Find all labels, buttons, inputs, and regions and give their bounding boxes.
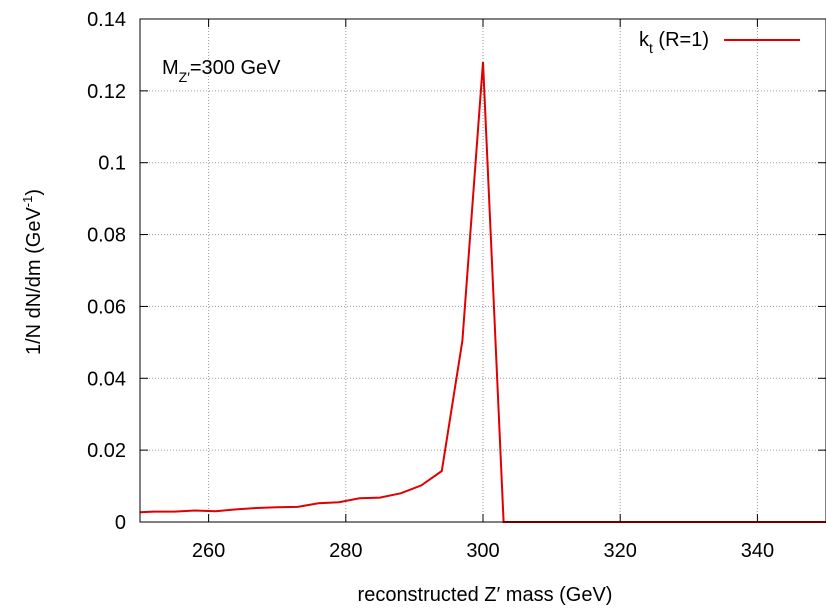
x-tick-label: 280: [329, 540, 362, 562]
grid: [140, 19, 826, 522]
x-tick-label: 340: [741, 540, 774, 562]
mass-annotation: MZ′=300 GeV: [162, 57, 281, 85]
ticks: 260 280 300 320 340 0 0.02 0.04 0.06 0.08 0.1 0.12 0…: [87, 9, 826, 562]
y-tick-label: 0.08: [87, 225, 126, 247]
x-tick-label: 300: [466, 540, 499, 562]
x-axis-label: reconstructed Z′ mass (GeV): [358, 584, 613, 606]
y-tick-label: 0.04: [87, 368, 126, 390]
y-tick-label: 0.1: [98, 153, 126, 175]
legend-entry-label: kt (R=1): [639, 29, 709, 56]
y-tick-label: 0.02: [87, 440, 126, 462]
x-tick-label: 260: [192, 540, 225, 562]
y-tick-label: 0: [115, 512, 126, 534]
y-tick-label: 0.12: [87, 81, 126, 103]
y-tick-label: 0.06: [87, 296, 126, 318]
y-axis-label: 1/N dN/dm (GeV-1): [20, 189, 45, 355]
legend: kt (R=1): [639, 29, 800, 56]
x-tick-label: 320: [604, 540, 637, 562]
y-tick-label: 0.14: [87, 9, 126, 31]
